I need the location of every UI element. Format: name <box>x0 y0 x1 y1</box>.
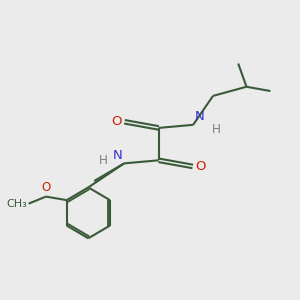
Text: O: O <box>196 160 206 173</box>
Text: H: H <box>99 154 108 167</box>
Text: H: H <box>212 123 221 136</box>
Text: O: O <box>41 181 51 194</box>
Text: O: O <box>111 115 122 128</box>
Text: N: N <box>195 110 204 123</box>
Text: CH₃: CH₃ <box>6 199 27 209</box>
Text: N: N <box>113 149 123 162</box>
